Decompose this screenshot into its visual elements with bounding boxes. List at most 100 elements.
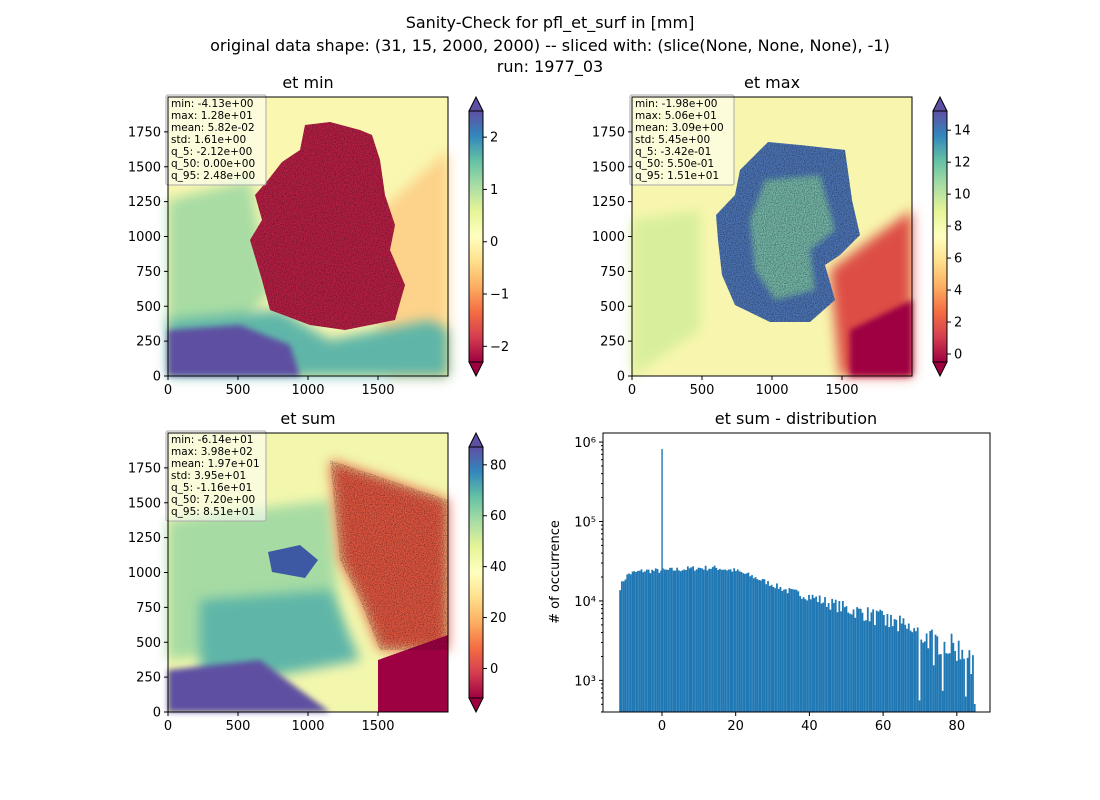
histogram-bar xyxy=(724,569,727,712)
histogram-bar xyxy=(620,581,623,712)
y-tick-label: 250 xyxy=(136,671,161,686)
histogram-bar xyxy=(802,597,805,712)
histogram-bar xyxy=(713,565,716,712)
histogram-bar xyxy=(776,583,778,712)
histogram-panel: et sum - distribution 0 20 40 60 80 10³10⁴10… xyxy=(548,409,991,734)
histogram-bar xyxy=(685,570,687,712)
colorbar-extend-min xyxy=(468,361,484,378)
histogram-bar xyxy=(915,631,917,712)
histogram-bar xyxy=(651,569,654,712)
colorbar-tick-label: 20 xyxy=(490,611,507,626)
histogram-bar xyxy=(644,571,646,712)
histogram-bar xyxy=(972,655,974,712)
y-tick-label: 500 xyxy=(136,300,161,315)
histogram-bar xyxy=(906,628,908,712)
histogram-bar xyxy=(843,607,846,712)
stats-line: q_50: 5.50e-01 xyxy=(635,158,714,170)
histogram-bar xyxy=(763,579,766,712)
x-tick-label: 0 xyxy=(164,719,172,734)
histogram-bar xyxy=(893,619,896,712)
histogram-bar xyxy=(895,619,898,712)
histogram-bar xyxy=(767,581,769,712)
histogram-bar xyxy=(831,598,834,712)
histogram-bar xyxy=(865,620,867,712)
colorbar-tick-label: 4 xyxy=(954,284,962,299)
stats-line: q_5: -1.16e+01 xyxy=(171,482,252,494)
histogram-bar xyxy=(631,571,634,712)
histogram-bar xyxy=(970,674,973,712)
x-tick-label: 1000 xyxy=(291,719,324,734)
histogram-bar xyxy=(897,631,899,712)
histogram-bar xyxy=(815,596,818,712)
stats-line: mean: 5.82e-02 xyxy=(171,122,255,134)
stats-box-frame xyxy=(165,94,267,186)
histogram-bar xyxy=(825,606,828,712)
histogram-bar xyxy=(964,696,967,712)
stats-line: q_95: 1.51e+01 xyxy=(635,170,719,182)
histogram-bar xyxy=(738,571,741,712)
histogram-bar xyxy=(856,607,859,712)
stats-line: std: 5.45e+00 xyxy=(635,134,710,146)
histogram-bar xyxy=(783,589,785,712)
histogram-bar xyxy=(879,609,882,712)
histogram-bar xyxy=(702,569,705,712)
colorbar: −2 −1 0 1 2 xyxy=(468,95,509,378)
panel-title: et sum - distribution xyxy=(715,409,877,428)
region-west-green xyxy=(168,180,270,330)
stats-line: min: -6.14e+01 xyxy=(171,434,253,446)
x-tick-label: 20 xyxy=(727,719,744,734)
region-east-dark xyxy=(850,300,912,376)
histogram-bar xyxy=(820,603,823,712)
histogram-bar xyxy=(704,565,707,712)
histogram-bar xyxy=(761,578,764,712)
histogram-bar xyxy=(858,608,860,712)
y-axis: 0 250 500 750 1000 1250 1500 1750 xyxy=(128,461,168,721)
colorbar-extend-min xyxy=(468,697,484,714)
histogram-bar xyxy=(642,572,645,712)
histogram-bar xyxy=(790,588,793,712)
y-tick-label: 0 xyxy=(617,370,625,385)
histogram-bar xyxy=(653,570,655,712)
histogram-bar xyxy=(833,602,835,712)
histogram-bar xyxy=(836,612,839,712)
colorbar-tick-label: 14 xyxy=(954,124,971,139)
histogram-bar xyxy=(847,612,850,712)
stats-line: min: -1.98e+00 xyxy=(635,98,717,110)
histogram-bar xyxy=(747,572,750,712)
histogram-bar xyxy=(706,570,709,712)
histogram-bar xyxy=(923,641,926,712)
histogram-bar xyxy=(619,590,621,712)
histogram-bar xyxy=(784,589,787,712)
stats-line: q_50: 0.00e+00 xyxy=(171,158,255,170)
histogram-bar xyxy=(743,573,746,712)
colorbar-tick-label: 0 xyxy=(954,348,962,363)
histogram-bar xyxy=(726,570,728,712)
y-tick-label: 1750 xyxy=(592,125,625,140)
histogram-bar xyxy=(931,629,933,712)
x-axis: 0 500 1000 1500 xyxy=(628,376,859,398)
panel-title: et sum xyxy=(280,409,335,428)
histogram-bar xyxy=(795,589,798,712)
histogram-bar xyxy=(973,703,976,712)
histogram-bar xyxy=(868,621,871,712)
histogram-bar xyxy=(811,594,814,712)
histogram-bar xyxy=(934,634,937,712)
histogram-bar xyxy=(948,653,951,712)
histogram-bar xyxy=(647,569,650,712)
suptitle-line-1: Sanity-Check for pfl_et_surf in [mm] xyxy=(405,13,695,32)
colorbar-tick-label: 1 xyxy=(490,183,498,198)
histogram-bar xyxy=(854,617,857,712)
histogram-bar xyxy=(768,585,771,712)
histogram-bar xyxy=(699,567,702,712)
y-tick-label: 1000 xyxy=(128,230,161,245)
y-tick-label: 1250 xyxy=(128,531,161,546)
histogram-bar xyxy=(943,641,946,712)
histogram-bar xyxy=(656,569,659,712)
y-tick-label: 10⁶ xyxy=(574,436,596,451)
stats-line: std: 1.61e+00 xyxy=(171,134,246,146)
y-axis: 10³ 10⁴ 10⁵ 10⁶ xyxy=(574,436,603,713)
